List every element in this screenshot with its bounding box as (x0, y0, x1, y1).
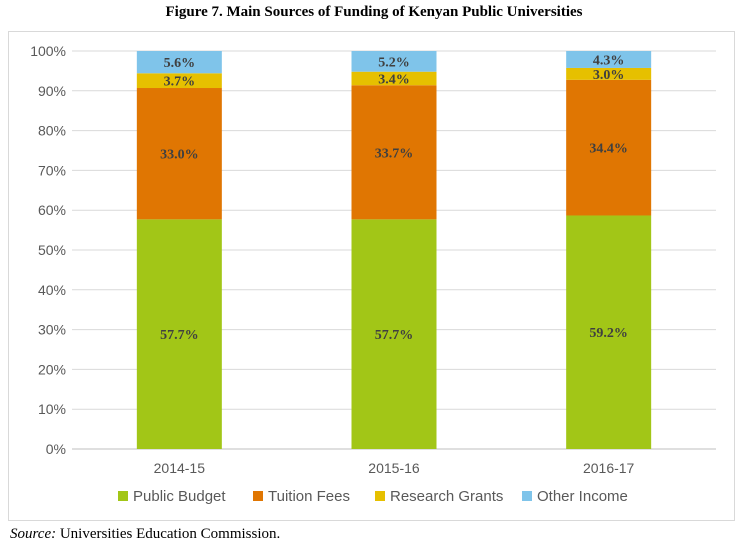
bar-segment (351, 71, 437, 86)
bar-segment (136, 51, 222, 74)
data-label: 59.2% (589, 326, 628, 341)
data-label: 57.7% (375, 328, 414, 343)
data-label: 57.7% (160, 328, 199, 343)
y-tick-label: 60% (38, 202, 66, 218)
source-text: Universities Education Commission. (59, 526, 281, 542)
legend-label: Tuition Fees (268, 488, 350, 505)
y-tick-label: 90% (38, 83, 66, 99)
y-tick-label: 40% (38, 282, 66, 298)
legend-label: Public Budget (133, 488, 226, 505)
y-tick-label: 20% (38, 361, 66, 377)
x-tick-label: 2014-15 (154, 460, 206, 476)
bar-segment (136, 88, 222, 220)
y-tick-label: 0% (46, 441, 66, 457)
source-note: Source: Universities Education Commissio… (10, 526, 280, 543)
data-label: 3.7% (164, 75, 196, 90)
x-tick-label: 2016-17 (583, 460, 635, 476)
legend-swatch (253, 491, 263, 501)
y-tick-label: 70% (38, 162, 66, 178)
data-label: 33.0% (160, 148, 199, 163)
legend-label: Other Income (537, 488, 628, 505)
bar-segment (566, 215, 652, 449)
y-tick-label: 100% (30, 43, 66, 59)
x-tick-label: 2015-16 (368, 460, 420, 476)
legend-swatch (522, 491, 532, 501)
source-label: Source: (10, 526, 57, 542)
data-label: 3.0% (593, 68, 625, 83)
bar-segment (136, 73, 222, 89)
data-label: 5.6% (164, 56, 196, 71)
y-tick-label: 10% (38, 401, 66, 417)
bar-segment (351, 85, 437, 220)
chart-frame (8, 31, 735, 521)
y-tick-label: 30% (38, 322, 66, 338)
legend-label: Research Grants (390, 488, 503, 505)
bar-segment (566, 51, 652, 68)
bar-segment (351, 51, 437, 72)
chart-title: Figure 7. Main Sources of Funding of Ken… (165, 4, 583, 20)
legend-swatch (375, 491, 385, 501)
legend-swatch (118, 491, 128, 501)
bar-segment (566, 67, 652, 80)
data-label: 33.7% (375, 146, 414, 161)
data-label: 3.4% (378, 72, 410, 87)
y-tick-label: 50% (38, 242, 66, 258)
y-tick-label: 80% (38, 123, 66, 139)
data-label: 5.2% (378, 55, 410, 70)
bar-segment (566, 79, 652, 216)
data-label: 4.3% (593, 53, 625, 68)
bar-segment (351, 219, 437, 449)
bar-segment (136, 219, 222, 449)
data-label: 34.4% (589, 142, 628, 157)
